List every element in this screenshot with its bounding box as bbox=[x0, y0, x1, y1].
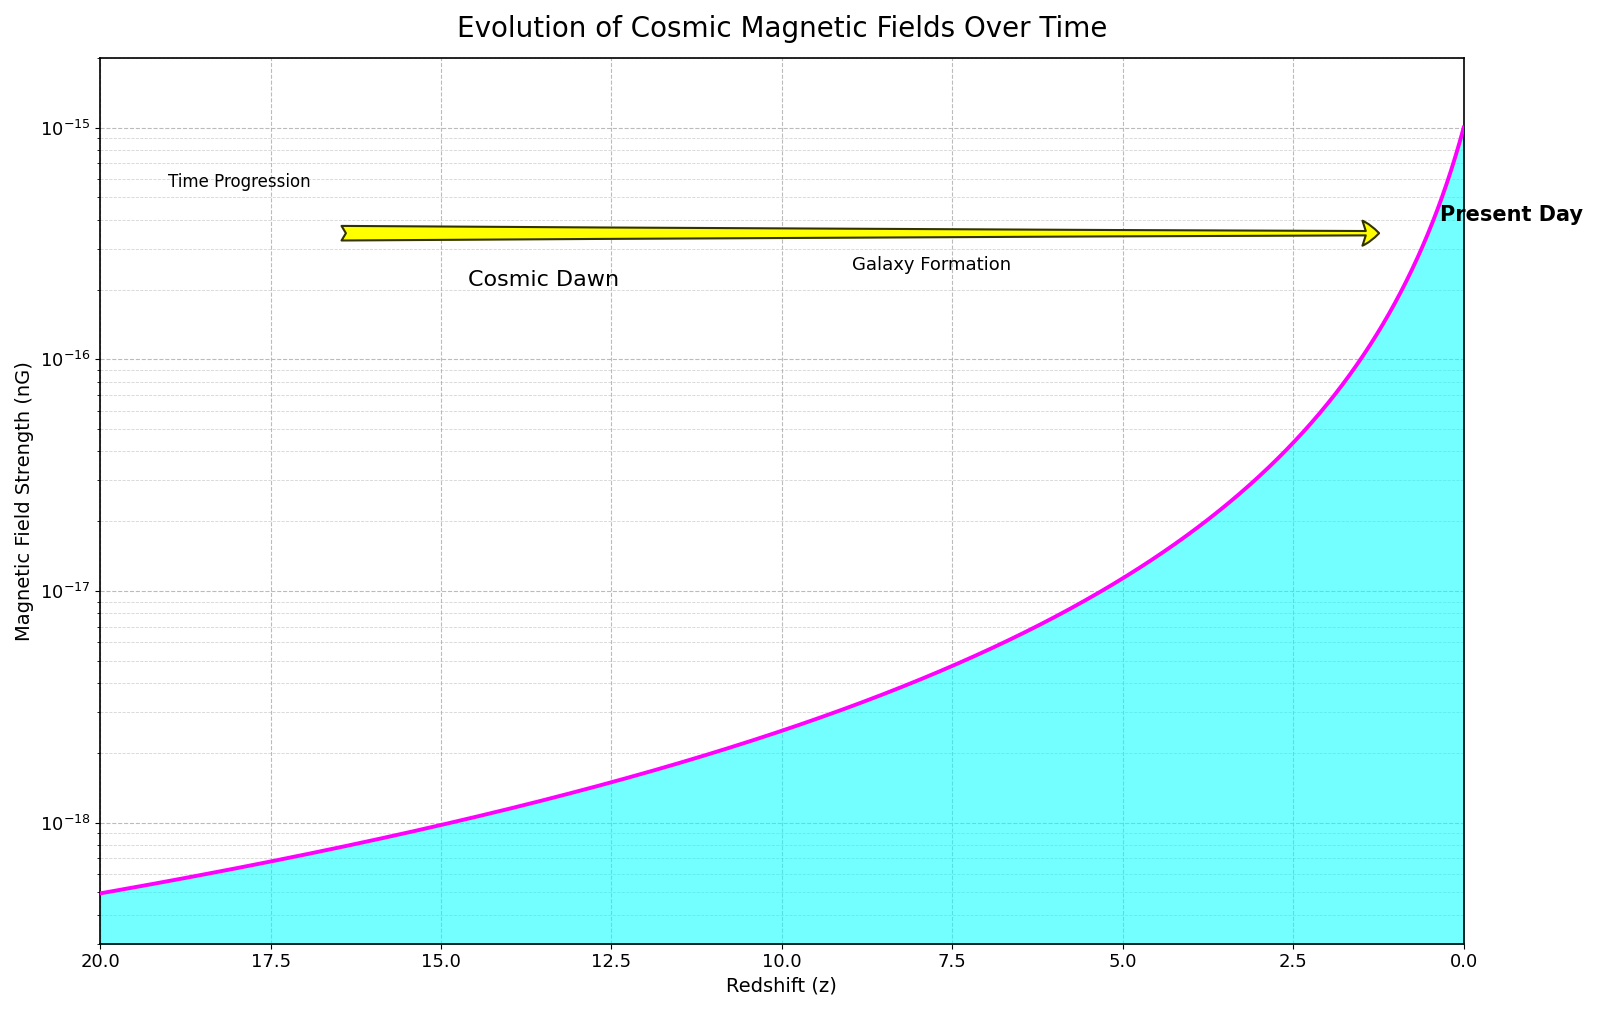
X-axis label: Redshift (z): Redshift (z) bbox=[726, 977, 837, 996]
Text: Galaxy Formation: Galaxy Formation bbox=[853, 256, 1011, 274]
Y-axis label: Magnetic Field Strength (nG): Magnetic Field Strength (nG) bbox=[14, 361, 34, 641]
Text: Cosmic Dawn: Cosmic Dawn bbox=[467, 270, 619, 290]
Text: Present Day: Present Day bbox=[1440, 205, 1582, 224]
Title: Evolution of Cosmic Magnetic Fields Over Time: Evolution of Cosmic Magnetic Fields Over… bbox=[456, 15, 1107, 43]
Text: Time Progression: Time Progression bbox=[168, 173, 310, 191]
